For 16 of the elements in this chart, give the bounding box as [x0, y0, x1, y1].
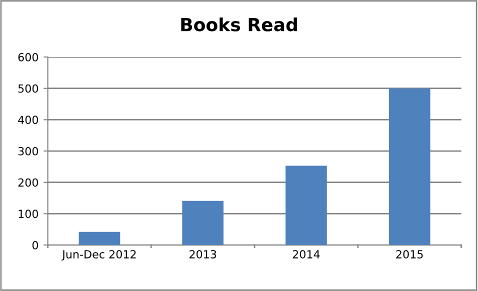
y-tick-label: 200 [18, 178, 38, 187]
y-tick-label: 100 [18, 210, 38, 218]
bar [182, 200, 224, 246]
y-tick-label: 300 [18, 147, 38, 156]
chart-title: Books Read [181, 17, 297, 32]
y-tick-label: 400 [18, 116, 38, 124]
x-tick-label: 2014 [292, 250, 320, 258]
bar [388, 88, 430, 246]
y-tick-label: 500 [18, 84, 38, 93]
x-tick-label: 2015 [396, 250, 423, 258]
x-tick-label: Jun-Dec 2012 [62, 250, 136, 261]
y-tick-label: 0 [32, 240, 38, 250]
x-tick-label: 2013 [190, 250, 216, 258]
bar [78, 232, 120, 246]
y-tick-label: 600 [18, 53, 38, 62]
bar [286, 166, 327, 246]
